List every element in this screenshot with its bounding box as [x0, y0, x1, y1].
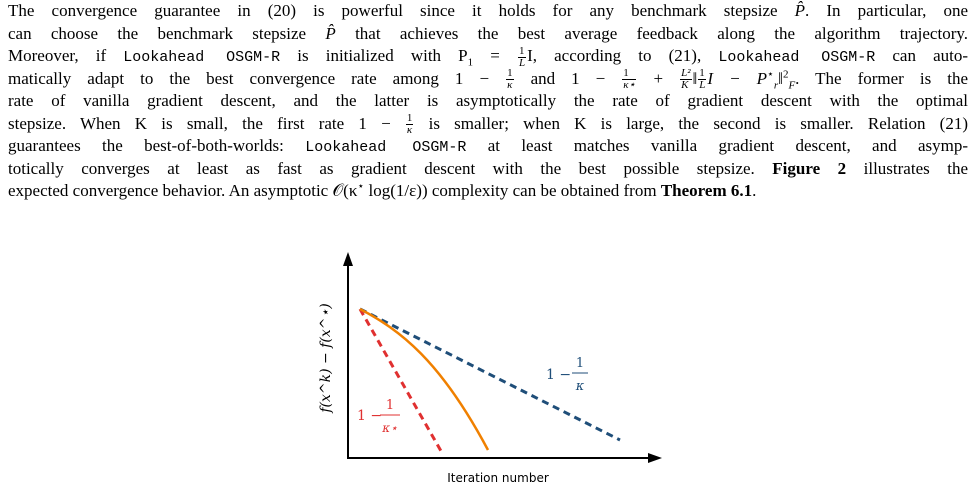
- y-axis-label: f(x^k) − f(x^⋆): [318, 303, 334, 413]
- text-line-4: matically adapt to the best convergence …: [8, 67, 968, 92]
- blue-series-label-prefix: 1 −: [546, 367, 571, 383]
- text-line-6: stepsize. When K is small, the first rat…: [8, 112, 968, 137]
- body-paragraph: The convergence guarantee in (20) is pow…: [8, 0, 968, 203]
- text-line-5: rate of vanilla gradient descent, and th…: [8, 91, 968, 110]
- code-lookahead-osgm-r: Lookahead OSGM-R: [123, 49, 281, 66]
- text-line-3: Moreover, if Lookahead OSGM-R is initial…: [8, 44, 969, 69]
- x-axis-arrow: [648, 453, 662, 463]
- figure-ref: Figure 2: [772, 158, 847, 178]
- series-red-dashed: [358, 308, 443, 452]
- red-series-label-prefix: 1 −: [357, 408, 382, 424]
- text-line-9: expected convergence behavior. An asympt…: [8, 180, 757, 200]
- text-line-2: can choose the benchmark stepsize P̂ tha…: [8, 23, 969, 43]
- blue-series-label-num: 1: [576, 356, 584, 371]
- red-series-label-num: 1: [386, 398, 394, 413]
- text-line-8: totically converges at least as fast as …: [8, 158, 968, 178]
- text-line-1: The convergence guarantee in (20) is pow…: [8, 1, 969, 20]
- theorem-ref: Theorem 6.1: [660, 181, 753, 200]
- code-lookahead-osgm-r: Lookahead OSGM-R: [305, 139, 467, 156]
- series-blue-dashed: [359, 307, 621, 442]
- blue-series-label-den: κ: [575, 379, 585, 394]
- series-orange-curve: [359, 307, 490, 451]
- code-lookahead-osgm-r: Lookahead OSGM-R: [718, 49, 876, 66]
- y-axis-arrow: [343, 252, 353, 266]
- text-line-7: guarantees the best-of-both-worlds: Look…: [8, 136, 968, 156]
- x-axis-label: Iteration number: [447, 471, 549, 485]
- red-series-label-den: κ⋆: [381, 421, 398, 435]
